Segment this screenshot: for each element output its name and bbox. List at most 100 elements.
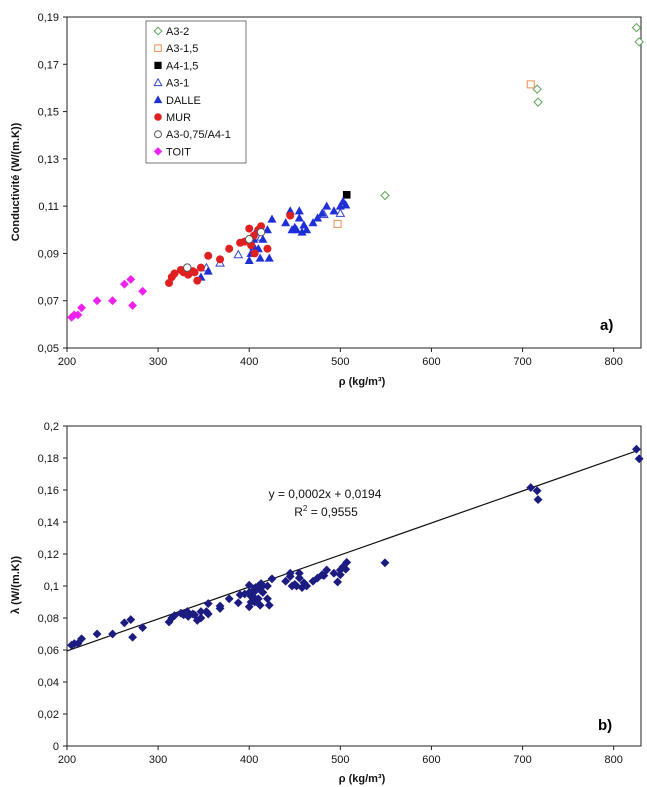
chart-b-point	[263, 581, 272, 591]
chart-a-x-tick-label: 500	[331, 356, 349, 368]
chart-b-r-squared: R2 = 0,9555	[294, 504, 358, 519]
chart-b-point	[634, 454, 644, 464]
chart-b-point	[267, 574, 277, 584]
chart-b-point	[380, 558, 390, 568]
chart-b-point	[250, 597, 260, 607]
chart-b-point	[333, 577, 343, 587]
chart-b-y-tick-label: 0,14	[38, 517, 59, 529]
chart-a-legend-marker	[153, 147, 163, 156]
chart-b-point	[128, 632, 138, 642]
chart-b-panel-label: b)	[598, 717, 612, 734]
chart-b-trendline	[66, 449, 640, 652]
chart-a-point-dalle	[341, 200, 351, 209]
chart-a-point-dalle	[317, 208, 327, 217]
chart-a-legend-marker	[154, 113, 162, 121]
chart-b-point	[302, 581, 312, 591]
chart-b-y-axis: 0 0,02 0,04 0,06 0,08 0,1 0,12 0,14 0,16 0,18 0,2	[38, 421, 67, 753]
chart-a-point-toit	[119, 279, 129, 289]
chart-a-point-dalle	[313, 213, 323, 222]
chart-a-point-dalle	[255, 253, 265, 262]
chart-a-point-a3-1	[335, 208, 346, 217]
chart-a-legend-label: A3-2	[166, 26, 189, 38]
chart-b-point	[317, 570, 327, 580]
chart-a-legend-marker	[153, 26, 163, 36]
chart-b-x-axis: 200 300 400 500 600 700 800	[58, 746, 623, 766]
chart-a-y-tick-label: 0,05	[38, 343, 59, 355]
chart-a-point-toit	[108, 296, 117, 306]
chart-a-legend-box	[145, 20, 247, 164]
chart-a-point-dalle	[203, 266, 213, 275]
chart-b-point	[126, 615, 136, 625]
chart-a-y-tick-label: 0,17	[38, 59, 59, 71]
chart-a-point-dalle	[322, 201, 332, 210]
r2-prefix: R	[294, 505, 303, 519]
chart-a-point-a3-0-75-a4-1	[256, 227, 266, 237]
chart-a-point-dalle	[308, 218, 318, 227]
chart-b-x-axis-label: ρ (kg/m³)	[339, 773, 386, 785]
chart-b-point	[264, 600, 274, 610]
chart-a-point-mur	[170, 269, 179, 278]
r2-value: = 0,9555	[307, 505, 358, 519]
chart-b-y-tick-label: 0,04	[38, 677, 59, 689]
chart-b-point	[255, 600, 265, 610]
chart-b-point	[203, 599, 213, 609]
chart-b-x-tick-label: 700	[513, 754, 531, 766]
chart-b-point	[108, 629, 117, 639]
chart-b-point	[322, 565, 332, 575]
chart-a-legend-label: A3-1	[166, 78, 189, 90]
chart-a-y-tick-label: 0,11	[38, 201, 59, 213]
chart-a-y-tick-label: 0,15	[38, 107, 59, 119]
chart-a-point-a3-2	[380, 190, 390, 201]
chart-a-point-dalle	[292, 225, 302, 234]
chart-a-x-tick-label: 400	[240, 356, 258, 368]
chart-a-point-dalle	[299, 220, 309, 229]
chart-a-legend-marker	[153, 95, 163, 104]
chart-a-point-dalle	[267, 214, 277, 223]
chart-a-point-mur	[263, 244, 272, 253]
chart-a-legend-label: A3-0,75/A4-1	[166, 129, 231, 141]
chart-b-y-tick-label: 0,02	[38, 709, 59, 721]
chart-a-legend-label: A3-1,5	[166, 43, 198, 55]
chart-a-point-dalle	[294, 213, 304, 222]
chart-a-x-tick-label: 800	[604, 356, 622, 368]
chart-a-point-mur	[245, 224, 254, 233]
chart-b-point	[244, 587, 254, 597]
chart-b-x-tick-label: 800	[604, 754, 622, 766]
chart-b-y-tick-label: 0,12	[38, 549, 59, 561]
chart-b-point	[119, 618, 129, 628]
chart-a-legend: A3-2 A3-1,5 A4-1,5 A3-1 DALLE MUR A3-0,75/A4-1…	[145, 20, 247, 164]
chart-b-point	[294, 568, 304, 578]
chart-b-plot-area	[66, 425, 642, 747]
chart-a-point-a3-1-5	[333, 219, 342, 228]
chart-a-point-mur	[216, 255, 225, 264]
chart-b-y-tick-label: 0,16	[38, 485, 59, 497]
chart-a-point-toit	[92, 296, 102, 306]
chart-b-point	[281, 576, 291, 586]
chart-a-legend-label: DALLE	[166, 95, 201, 107]
chart-a-legend-marker	[154, 130, 162, 139]
chart-a-point-a3-1-5	[526, 80, 535, 89]
chart-a-y-tick-label: 0,09	[38, 248, 59, 260]
chart-a-legend-label: MUR	[166, 112, 191, 124]
chart-a-x-tick-label: 700	[513, 356, 531, 368]
chart-a-point-toit	[77, 303, 87, 313]
chart-a-legend-label: TOIT	[166, 146, 191, 158]
chart-a-point-a3-2	[631, 22, 642, 33]
chart-b-point	[233, 598, 243, 608]
chart-a-point-mur	[196, 263, 205, 272]
chart-b-y-tick-label: 0,08	[38, 613, 59, 625]
chart-b-point	[532, 486, 542, 496]
chart-a-x-axis-label: ρ (kg/m³)	[339, 376, 386, 388]
chart-b-point	[263, 594, 272, 604]
chart-b-x-tick-label: 600	[422, 754, 440, 766]
chart-b-point	[533, 495, 543, 505]
chart-b-point	[526, 483, 536, 493]
chart-a-point-a3-2	[634, 37, 644, 47]
chart-a-point-toit	[73, 310, 83, 320]
chart-b-trend-equation: y = 0,0002x + 0,0194	[269, 487, 382, 501]
chart-a-point-dalle	[281, 218, 291, 227]
chart-b-point	[92, 629, 102, 639]
chart-a-point-a3-0-75-a4-1	[245, 235, 254, 244]
chart-a-point-toit	[138, 286, 148, 296]
